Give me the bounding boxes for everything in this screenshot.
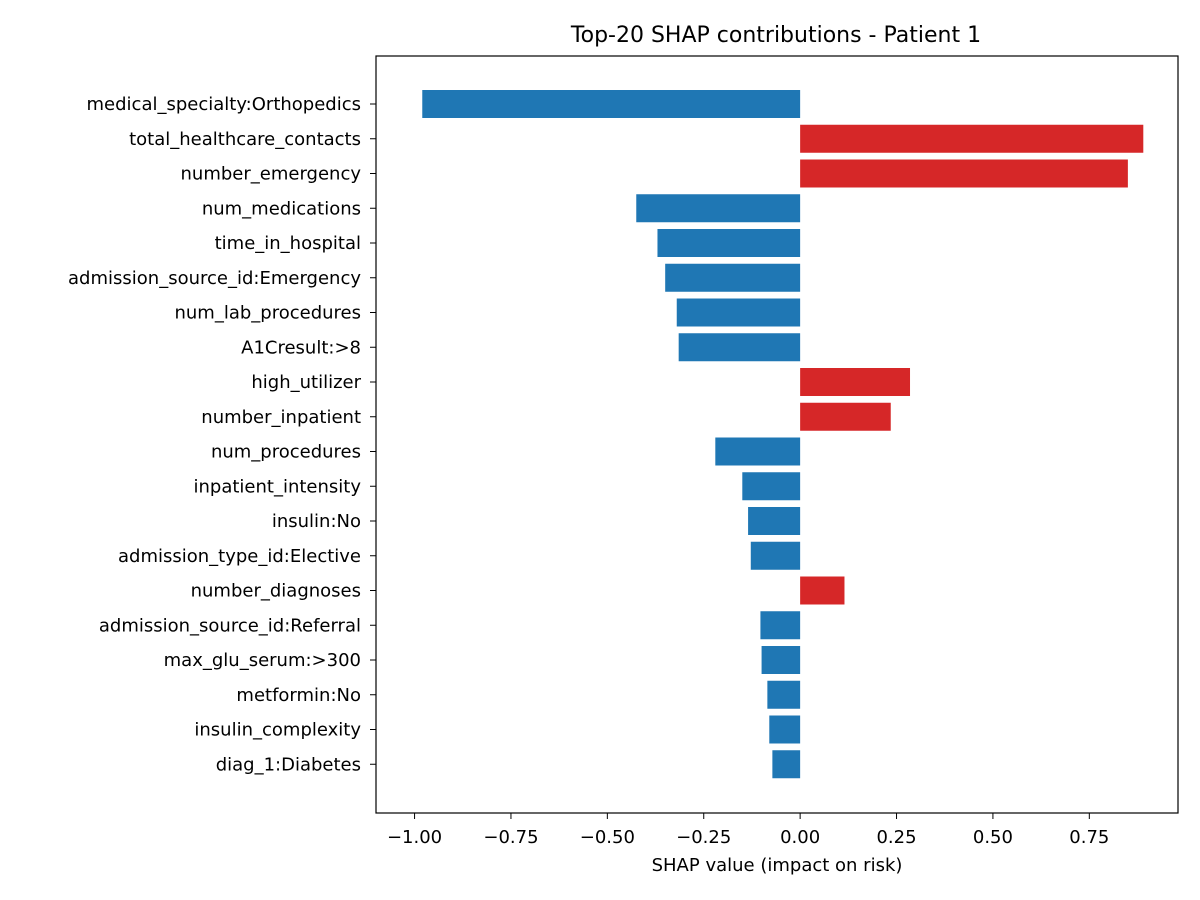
y-tick-label-12: insulin:No [272, 511, 361, 532]
x-tick-label-1: −0.75 [483, 827, 538, 848]
x-tick-label-0: −1.00 [387, 827, 442, 848]
x-tick-label-6: 0.50 [973, 827, 1013, 848]
y-tick-label-17: metformin:No [236, 685, 361, 706]
y-tick-label-14: number_diagnoses [191, 581, 361, 602]
bar-16 [761, 646, 801, 674]
x-axis-ticks: −1.00 −0.75 −0.50 −0.25 0.00 0.25 0.50 0.75 [387, 813, 1109, 848]
x-tick-label-3: −0.25 [676, 827, 731, 848]
x-tick-label-5: 0.25 [876, 827, 916, 848]
bar-17 [767, 680, 801, 709]
bar-19 [772, 750, 801, 779]
bars-layer [422, 90, 1144, 779]
bar-2 [800, 159, 1128, 188]
y-tick-label-18: insulin_complexity [194, 720, 361, 741]
y-tick-label-4: time_in_hospital [215, 233, 361, 254]
y-tick-label-13: admission_type_id:Elective [118, 546, 361, 567]
bar-13 [750, 541, 801, 570]
y-axis-ticks: medical_specialty:Orthopedics total_healt… [68, 94, 376, 775]
x-tick-label-2: −0.50 [580, 827, 635, 848]
bar-1 [800, 124, 1144, 153]
y-tick-label-10: num_procedures [211, 442, 361, 463]
bar-7 [678, 333, 801, 362]
y-tick-label-5: admission_source_id:Emergency [68, 268, 361, 289]
y-tick-label-1: total_healthcare_contacts [129, 129, 361, 150]
x-axis-title: SHAP value (impact on risk) [652, 855, 903, 876]
y-tick-label-15: admission_source_id:Referral [99, 615, 361, 636]
bar-0 [422, 90, 801, 118]
y-tick-label-7: A1Cresult:>8 [241, 337, 361, 358]
plot-frame [375, 55, 1179, 814]
y-tick-label-19: diag_1:Diabetes [216, 754, 361, 775]
bar-12 [748, 507, 801, 535]
bar-6 [676, 298, 801, 327]
bar-3 [636, 194, 801, 223]
y-tick-label-8: high_utilizer [251, 372, 361, 393]
y-tick-label-16: max_glu_serum:>300 [164, 650, 361, 671]
x-tick-label-7: 0.75 [1069, 827, 1109, 848]
bar-5 [665, 263, 801, 292]
y-tick-label-0: medical_specialty:Orthopedics [87, 94, 361, 115]
y-tick-label-6: num_lab_procedures [174, 303, 361, 324]
chart-title: Top-20 SHAP contributions - Patient 1 [570, 23, 981, 48]
bar-4 [657, 229, 801, 257]
y-tick-label-11: inpatient_intensity [193, 476, 361, 497]
bar-8 [800, 368, 911, 396]
x-tick-label-4: 0.00 [780, 827, 820, 848]
bar-10 [715, 437, 801, 466]
bar-15 [760, 611, 801, 640]
bar-11 [742, 472, 801, 501]
y-tick-label-2: number_emergency [181, 164, 362, 185]
bar-9 [800, 402, 891, 431]
bar-18 [769, 715, 801, 744]
y-tick-label-9: number_inpatient [201, 407, 361, 428]
y-tick-label-3: num_medications [202, 198, 361, 219]
bar-14 [800, 576, 845, 605]
